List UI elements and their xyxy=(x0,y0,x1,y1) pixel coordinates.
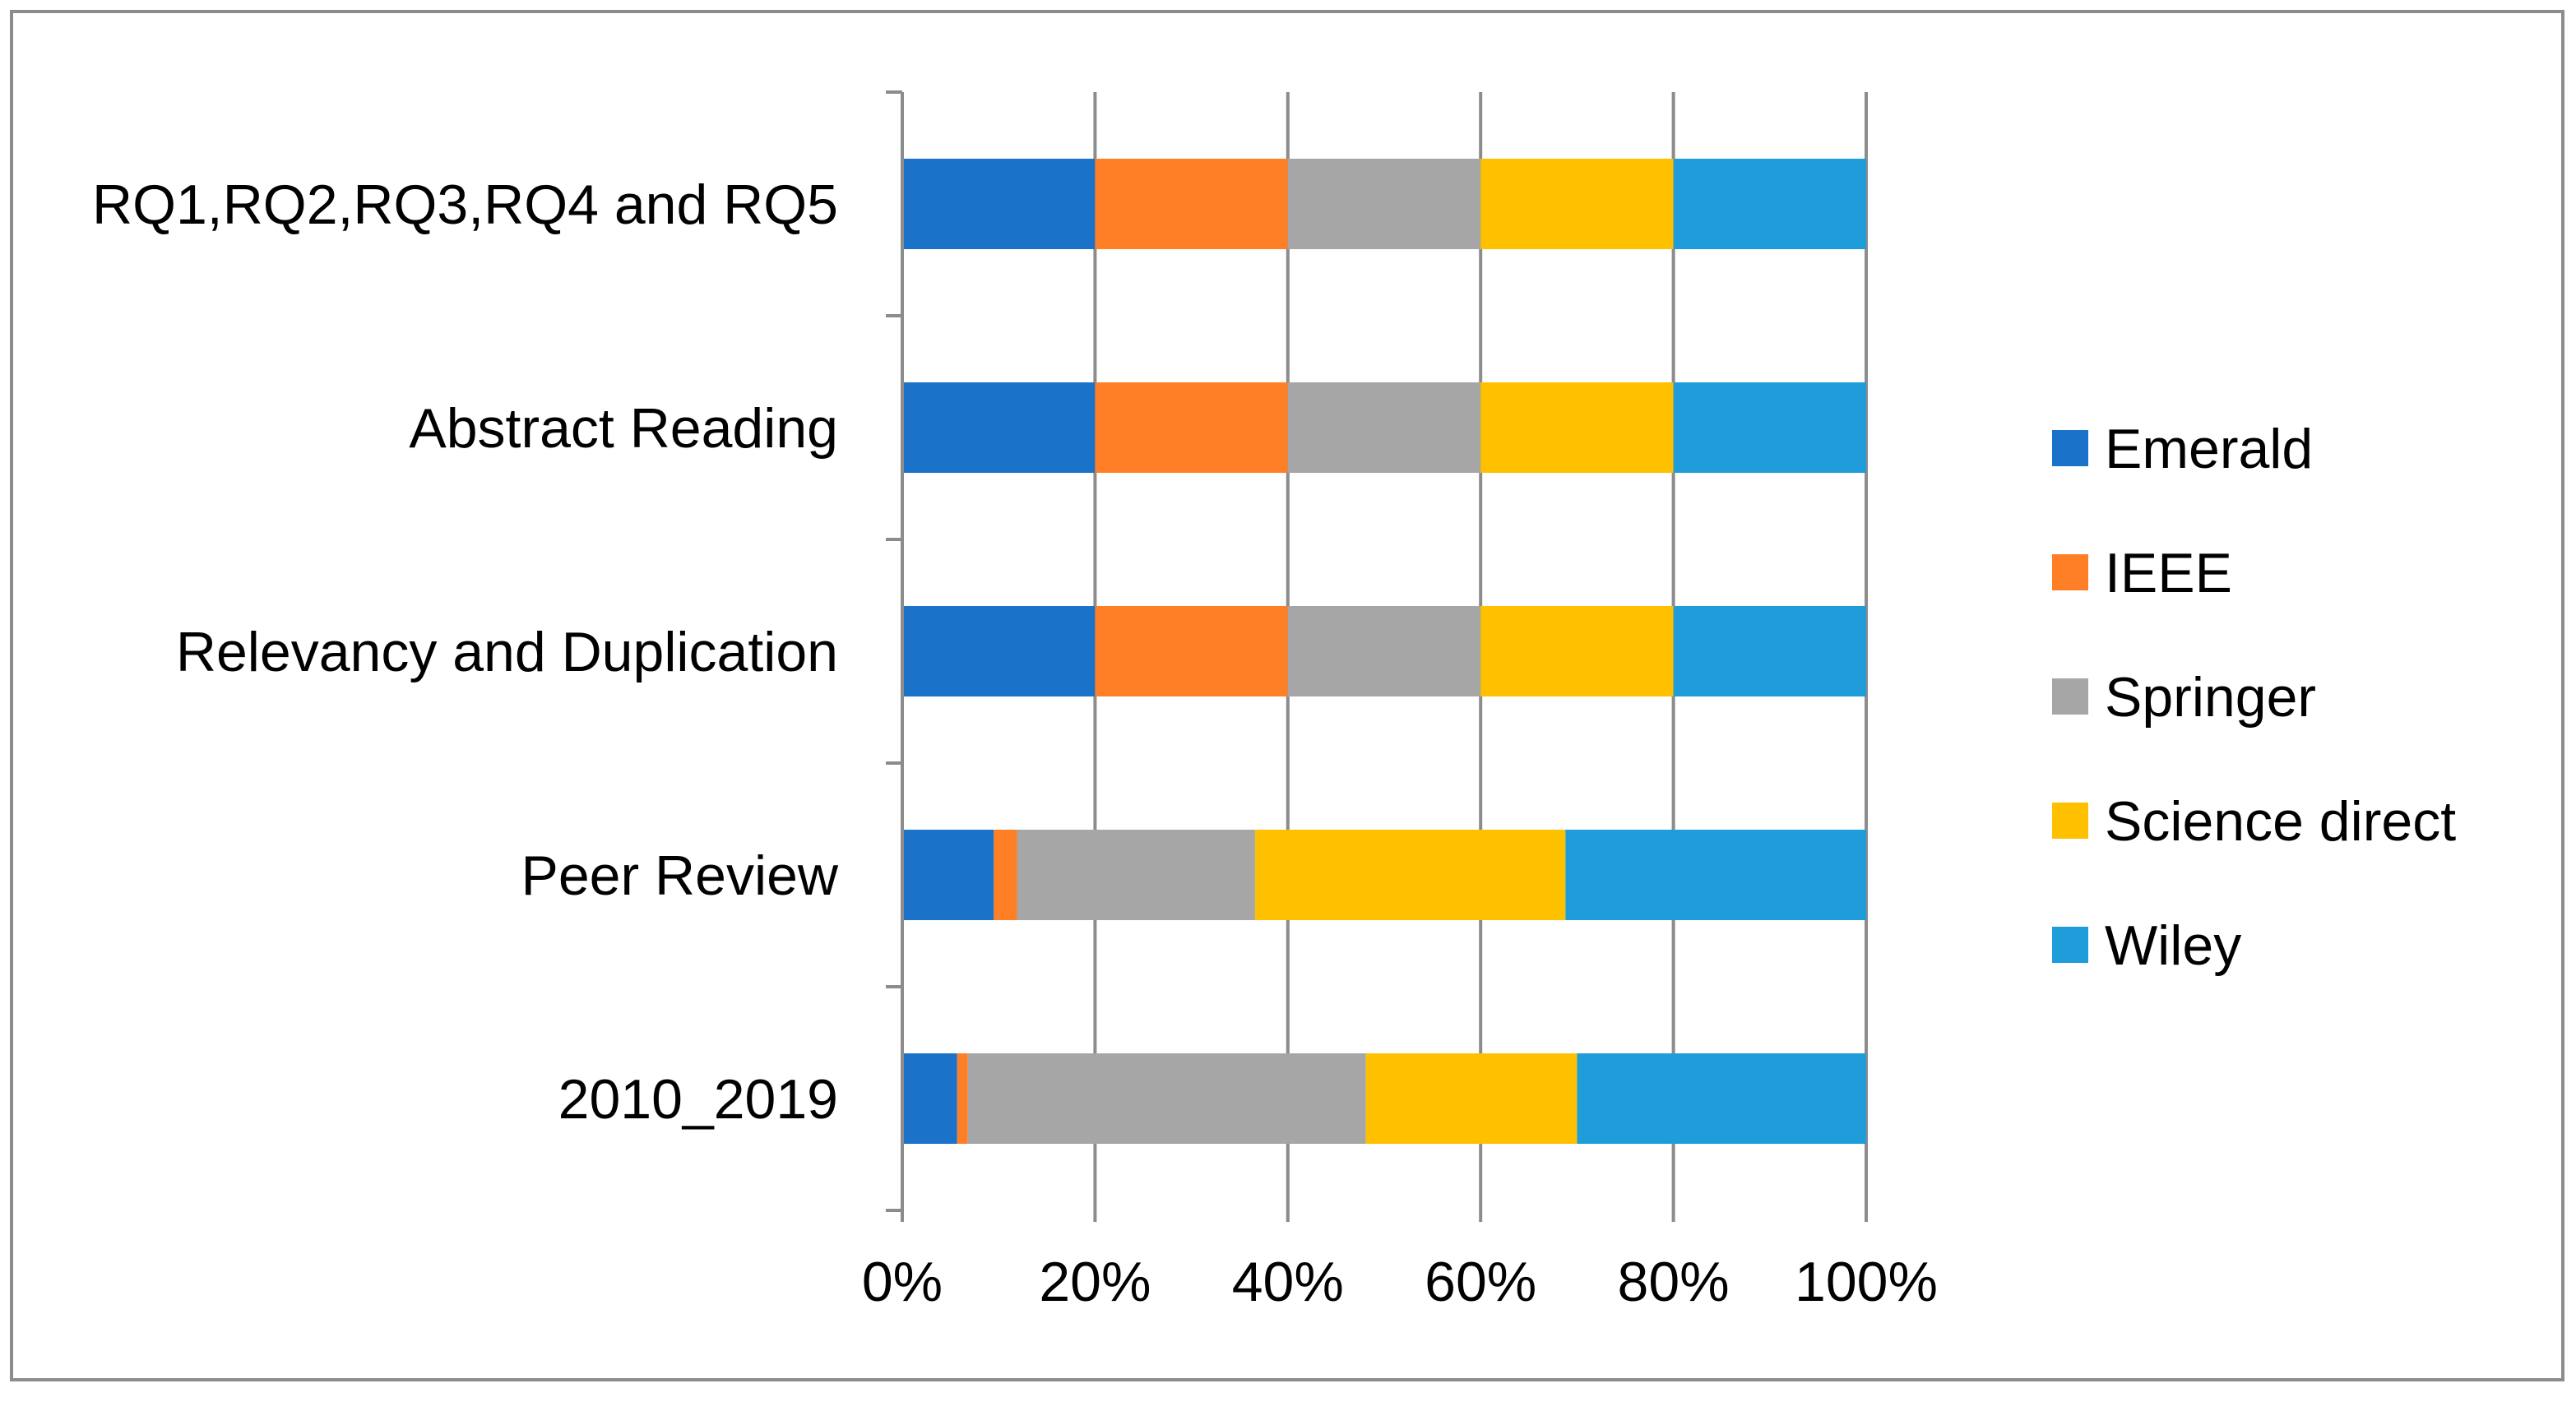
bars xyxy=(902,159,1866,1144)
category-label-abstract-reading: Abstract Reading xyxy=(409,397,838,460)
x-tick-label-40: 40% xyxy=(1232,1251,1344,1313)
legend: Emerald IEEE Springer Science direct Wiley xyxy=(2052,418,2456,977)
bar-peer-review-ieee xyxy=(994,830,1017,920)
category-label-peer-review: Peer Review xyxy=(521,844,839,907)
bar-2010-2019-wiley xyxy=(1577,1053,1866,1144)
axis-labels: 0% 20% 40% 60% 80% 100% RQ1,RQ2,RQ3,RQ4 and RQ… xyxy=(92,174,1938,1313)
legend-label-emerald: Emerald xyxy=(2105,418,2313,480)
legend-swatch-emerald xyxy=(2052,430,2088,466)
bar-rq1-rq2-rq3-rq4-and-rq5-science-direct xyxy=(1480,159,1674,249)
bar-abstract-reading-science-direct xyxy=(1480,382,1674,473)
legend-label-ieee: IEEE xyxy=(2105,542,2232,604)
legend-label-wiley: Wiley xyxy=(2105,914,2241,977)
bar-rq1-rq2-rq3-rq4-and-rq5-wiley xyxy=(1673,159,1866,249)
category-label-rq1-rq2-rq3-rq4-and-rq5: RQ1,RQ2,RQ3,RQ4 and RQ5 xyxy=(92,174,838,236)
bar-abstract-reading-wiley xyxy=(1673,382,1866,473)
axes xyxy=(886,90,1868,1222)
bar-2010-2019-springer xyxy=(967,1053,1366,1144)
legend-swatch-springer xyxy=(2052,678,2088,715)
x-tick-label-80: 80% xyxy=(1618,1251,1730,1313)
category-label-2010-2019: 2010_2019 xyxy=(558,1068,838,1131)
bar-peer-review-emerald xyxy=(902,830,994,920)
legend-label-springer: Springer xyxy=(2105,666,2316,729)
x-tick-label-100: 100% xyxy=(1795,1251,1938,1313)
bar-abstract-reading-springer xyxy=(1287,382,1481,473)
bar-relevancy-and-duplication-springer xyxy=(1287,606,1481,696)
bar-abstract-reading-emerald xyxy=(902,382,1096,473)
bar-rq1-rq2-rq3-rq4-and-rq5-emerald xyxy=(902,159,1096,249)
bar-peer-review-wiley xyxy=(1565,830,1866,920)
legend-swatch-wiley xyxy=(2052,927,2088,963)
legend-swatch-ieee xyxy=(2052,554,2088,590)
bar-2010-2019-science-direct xyxy=(1365,1053,1578,1144)
bar-abstract-reading-ieee xyxy=(1095,382,1288,473)
bar-relevancy-and-duplication-emerald xyxy=(902,606,1096,696)
bar-rq1-rq2-rq3-rq4-and-rq5-springer xyxy=(1287,159,1481,249)
bar-2010-2019-emerald xyxy=(902,1053,957,1144)
bar-relevancy-and-duplication-wiley xyxy=(1673,606,1866,696)
category-label-relevancy-and-duplication: Relevancy and Duplication xyxy=(176,621,838,683)
bar-peer-review-springer xyxy=(1017,830,1255,920)
x-tick-label-60: 60% xyxy=(1425,1251,1536,1313)
bar-relevancy-and-duplication-ieee xyxy=(1095,606,1288,696)
bar-rq1-rq2-rq3-rq4-and-rq5-ieee xyxy=(1095,159,1288,249)
legend-swatch-science-direct xyxy=(2052,803,2088,839)
bar-relevancy-and-duplication-science-direct xyxy=(1480,606,1674,696)
bar-peer-review-science-direct xyxy=(1254,830,1566,920)
bar-2010-2019-ieee xyxy=(957,1053,968,1144)
x-tick-label-20: 20% xyxy=(1039,1251,1151,1313)
legend-label-science-direct: Science direct xyxy=(2105,790,2456,853)
x-tick-label-0: 0% xyxy=(862,1251,943,1313)
